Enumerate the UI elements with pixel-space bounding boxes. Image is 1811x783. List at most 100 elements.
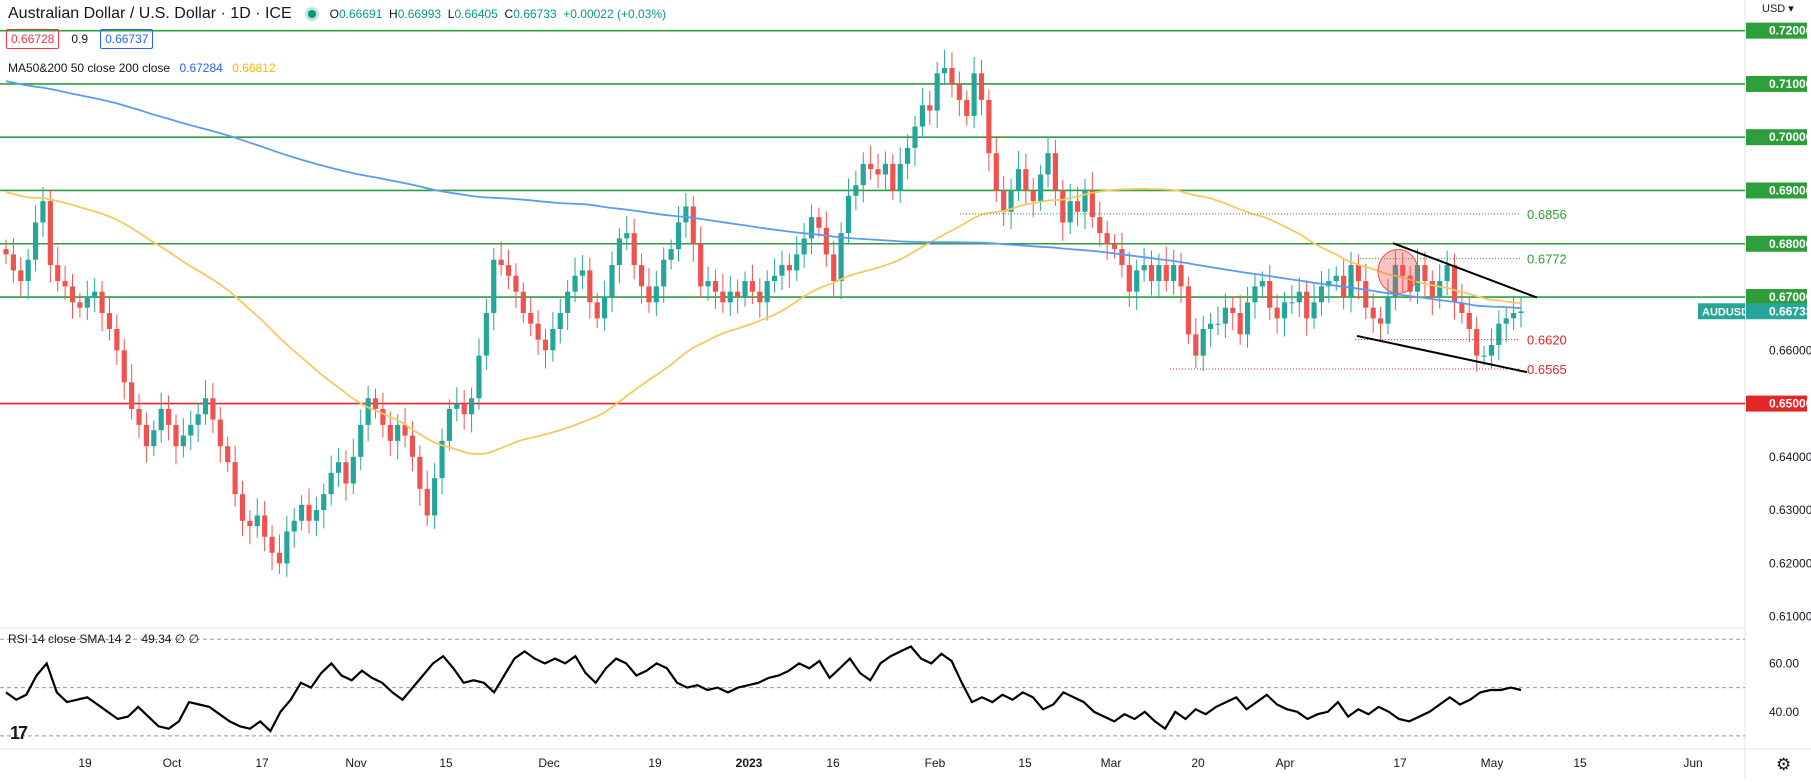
- candle-body: [1001, 190, 1007, 212]
- candle-body: [1451, 265, 1458, 303]
- ma-legend[interactable]: MA50&200 50 close 200 close 0.67284 0.66…: [8, 61, 276, 75]
- candle-body: [520, 291, 526, 314]
- x-tick-label: 20: [1191, 756, 1205, 770]
- candle-body: [1518, 311, 1524, 314]
- candle-body: [964, 99, 970, 116]
- candle-body: [1104, 233, 1110, 244]
- level-axis-badge: [1746, 289, 1807, 306]
- candle-body: [1407, 275, 1413, 292]
- candle-body: [468, 398, 475, 415]
- rsi-legend[interactable]: RSI 14 close SMA 14 2 49.34 ∅ ∅: [8, 632, 199, 646]
- x-tick-label: Feb: [925, 756, 946, 770]
- level-axis-badge: [1746, 75, 1807, 92]
- candle-body: [1148, 265, 1155, 282]
- candle-body: [195, 414, 201, 425]
- gear-icon[interactable]: ⚙: [1776, 755, 1792, 774]
- candle-body: [875, 169, 881, 175]
- x-tick-label: Apr: [1276, 756, 1295, 770]
- candle-body: [129, 382, 135, 409]
- candle-body: [387, 424, 393, 441]
- candle-body: [1281, 302, 1288, 319]
- symbol-title[interactable]: Australian Dollar / U.S. Dollar · 1D · I…: [8, 5, 292, 22]
- candle-body: [1311, 302, 1317, 319]
- level-axis-badge: [1746, 395, 1807, 412]
- symbol-badge-label: AUDUSD: [1702, 306, 1749, 318]
- candle-body: [771, 275, 778, 282]
- candle-body: [1045, 153, 1051, 175]
- candle-body: [1082, 190, 1088, 212]
- candle-body: [1244, 302, 1251, 335]
- lower-trendline: [1356, 334, 1528, 374]
- rsi-legend-label: RSI 14 close SMA 14 2: [8, 632, 132, 646]
- candle-body: [1296, 291, 1302, 303]
- candle-body: [202, 398, 209, 415]
- candle-body: [705, 281, 711, 287]
- high-label: H: [389, 7, 398, 21]
- buy-price-button[interactable]: 0.66737: [100, 29, 154, 49]
- x-tick-label: Oct: [163, 756, 182, 770]
- candle-body: [838, 233, 844, 282]
- candle-body: [335, 462, 342, 473]
- y-tick-label: 0.63000: [1769, 503, 1811, 517]
- candle-body: [831, 254, 837, 282]
- candle-body: [698, 243, 704, 287]
- level-axis-label: 0.70000: [1769, 130, 1811, 144]
- x-tick-label: May: [1481, 756, 1504, 770]
- x-tick-label: Jun: [1683, 756, 1702, 770]
- candle-body: [587, 270, 593, 303]
- candle-body: [786, 265, 792, 271]
- y-tick-label: 0.62000: [1769, 556, 1811, 570]
- candle-body: [417, 456, 423, 489]
- candle-body: [1377, 318, 1384, 324]
- candle-body: [143, 424, 150, 447]
- candle-body: [69, 286, 76, 303]
- candle-body: [180, 435, 186, 447]
- level-axis-label: 0.68000: [1769, 237, 1811, 251]
- candle-body: [1422, 265, 1428, 282]
- candle-body: [905, 147, 911, 164]
- candle-body: [1119, 249, 1125, 266]
- open-label: O: [329, 7, 339, 21]
- candle-body: [247, 520, 253, 527]
- candle-body: [1267, 281, 1273, 308]
- candle-body: [1185, 286, 1192, 335]
- candle-body: [890, 163, 896, 191]
- level-axis-badge: [1746, 182, 1807, 199]
- candle-body: [1178, 265, 1184, 287]
- candle-body: [217, 419, 223, 447]
- candle-body: [1030, 190, 1036, 202]
- candle-body: [1015, 169, 1022, 191]
- currency-selector[interactable]: USD ▾: [1762, 3, 1794, 15]
- candle-body: [106, 313, 113, 329]
- x-tick-label: 15: [1573, 756, 1587, 770]
- upper-trendline: [1392, 242, 1538, 299]
- candle-body: [513, 275, 519, 292]
- bid-ask-row: 0.66728 0.9 0.66737: [6, 29, 154, 49]
- candle-body: [594, 302, 600, 319]
- x-tick-label: 2023: [736, 756, 763, 770]
- candle-body: [1348, 265, 1354, 298]
- candle-body: [1511, 313, 1517, 319]
- candle-body: [1097, 217, 1103, 234]
- sell-price-button[interactable]: 0.66728: [6, 29, 60, 49]
- candle-body: [631, 233, 637, 266]
- candle-body: [860, 163, 866, 186]
- x-tick-label: Nov: [345, 756, 366, 770]
- candle-body: [1156, 265, 1162, 282]
- candle-body: [927, 105, 933, 111]
- candle-body: [372, 398, 379, 409]
- candle-body: [868, 163, 874, 170]
- candle-body: [1318, 286, 1325, 303]
- candle-body: [454, 403, 460, 409]
- change-value: +0.00022 (+0.03%): [563, 7, 667, 21]
- candle-body: [291, 520, 297, 532]
- candle-body: [1333, 275, 1339, 282]
- candle-body: [402, 424, 408, 436]
- candle-body: [565, 291, 571, 314]
- candle-body: [40, 201, 46, 223]
- candle-body: [1392, 265, 1398, 298]
- x-tick-label: Dec: [538, 756, 559, 770]
- candle-body: [1089, 190, 1095, 218]
